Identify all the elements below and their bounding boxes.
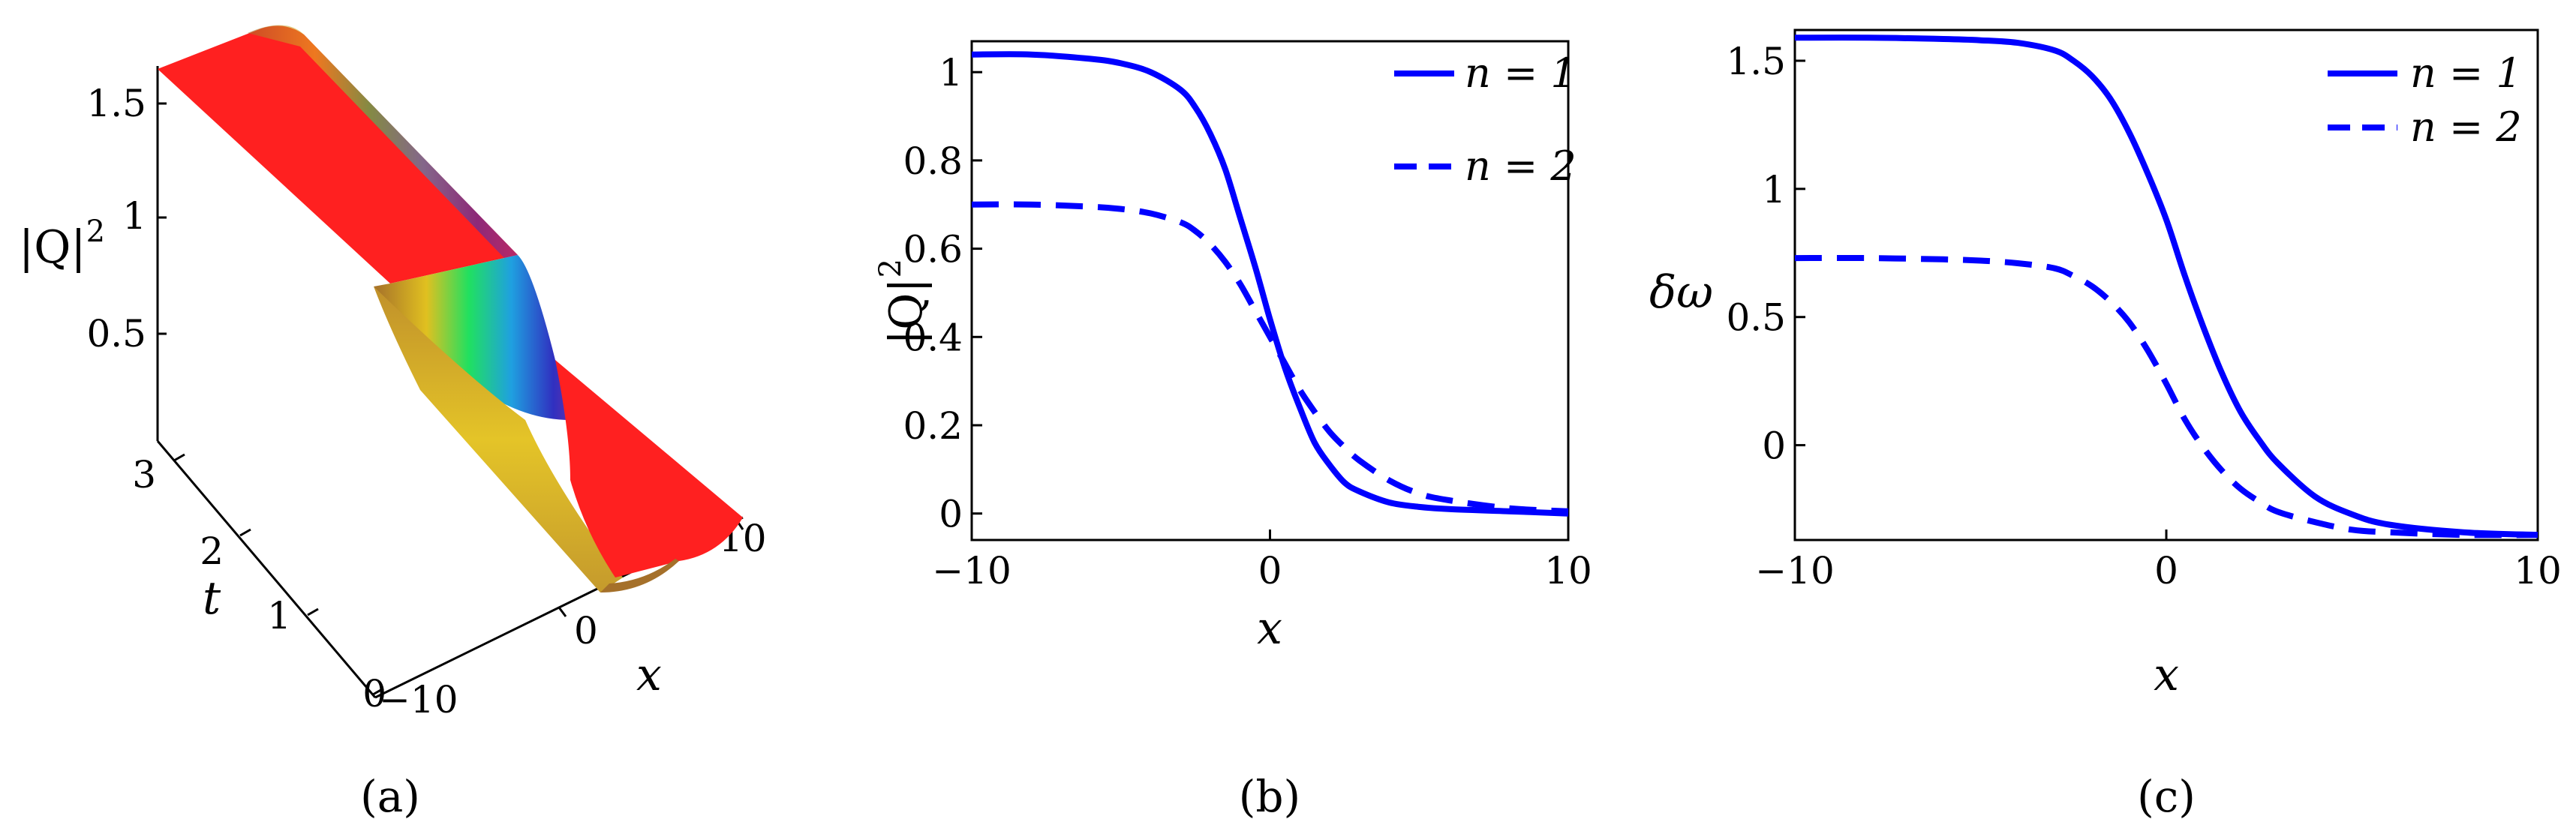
t-tick-label: 2 [200,530,224,573]
x-tick-label: −10 [1755,549,1835,592]
series-n1-line [971,51,1569,517]
surface-lower-plateau [555,360,743,578]
surface-slope [374,255,585,420]
t-tick [239,528,251,537]
surface-rim-shade [248,25,518,258]
panel-b-line-chart: −10 0 10 0 0.2 0.4 0.6 0.8 1 x |Q|2 n = 1 n = 2 [873,40,1592,655]
y-tick-label: 1 [939,51,963,94]
x-tick-label: 10 [2514,549,2562,592]
t-axis-label: t [203,572,221,625]
surface-upper-plateau [158,26,518,284]
series-n1-line [1794,34,2538,538]
x-tick-label: 10 [1544,549,1592,592]
t-tick-label: 3 [132,453,156,496]
panel-a-caption: (a) [360,771,420,822]
x-axis-label: x [636,649,662,701]
y-tick-label: 1.5 [1726,40,1786,83]
z-tick-label: 1 [122,194,146,238]
panel-c-caption: (c) [2137,771,2196,822]
x-tick-label: −10 [379,678,458,722]
t-tick [372,687,384,696]
x-tick-label: 0 [574,609,598,652]
y-tick-label: 0.5 [1726,296,1786,340]
x-axis-label: x [1257,602,1282,655]
y-tick-label: 0.8 [903,140,963,183]
panel-c-line-chart: −10 0 10 0 0.5 1 1.5 x δω n = 1 n = 2 [1649,28,2562,701]
y-tick-label: 0 [1762,424,1786,468]
t-tick-label: 1 [267,594,291,638]
legend-n2-label: n = 2 [1465,142,1577,190]
plot-frame [970,40,1570,542]
legend-n2-label: n = 2 [2410,104,2522,151]
y-axis-label: δω [1649,266,1713,319]
x-tick-label: −10 [932,549,1011,592]
y-tick-label: 1 [1762,168,1786,212]
t-axis-line [156,440,377,698]
surface-lower-edge [600,559,679,592]
y-tick-label: 0.4 [903,316,963,359]
z-tick-label: 0.5 [86,312,146,356]
surface-front-wall [374,286,623,592]
y-tick-label: 0.6 [903,228,963,272]
series-n2-line [1794,254,2538,538]
t-tick [307,608,319,616]
y-axis-label: |Q|2 [873,259,933,345]
t-tick [173,453,185,462]
x-tick [558,607,567,617]
y-tick-label: 0.2 [903,404,963,448]
z-tick-label: 1.5 [86,82,146,125]
z-axis-label: |Q|2 [19,214,105,274]
series-n2-line [971,201,1569,514]
legend-n1-label: n = 1 [2410,50,2522,97]
x-axis-label: x [2154,649,2179,701]
x-tick-label: 0 [1258,549,1282,592]
panel-a-surface-plot: 1.5 1 0.5 |Q|2 3 2 1 0 t −10 0 10 x [19,25,767,722]
panel-b-caption: (b) [1239,771,1300,822]
y-tick-label: 0 [939,493,963,536]
x-tick-label: 0 [2154,549,2178,592]
legend-n1-label: n = 1 [1465,50,1577,97]
